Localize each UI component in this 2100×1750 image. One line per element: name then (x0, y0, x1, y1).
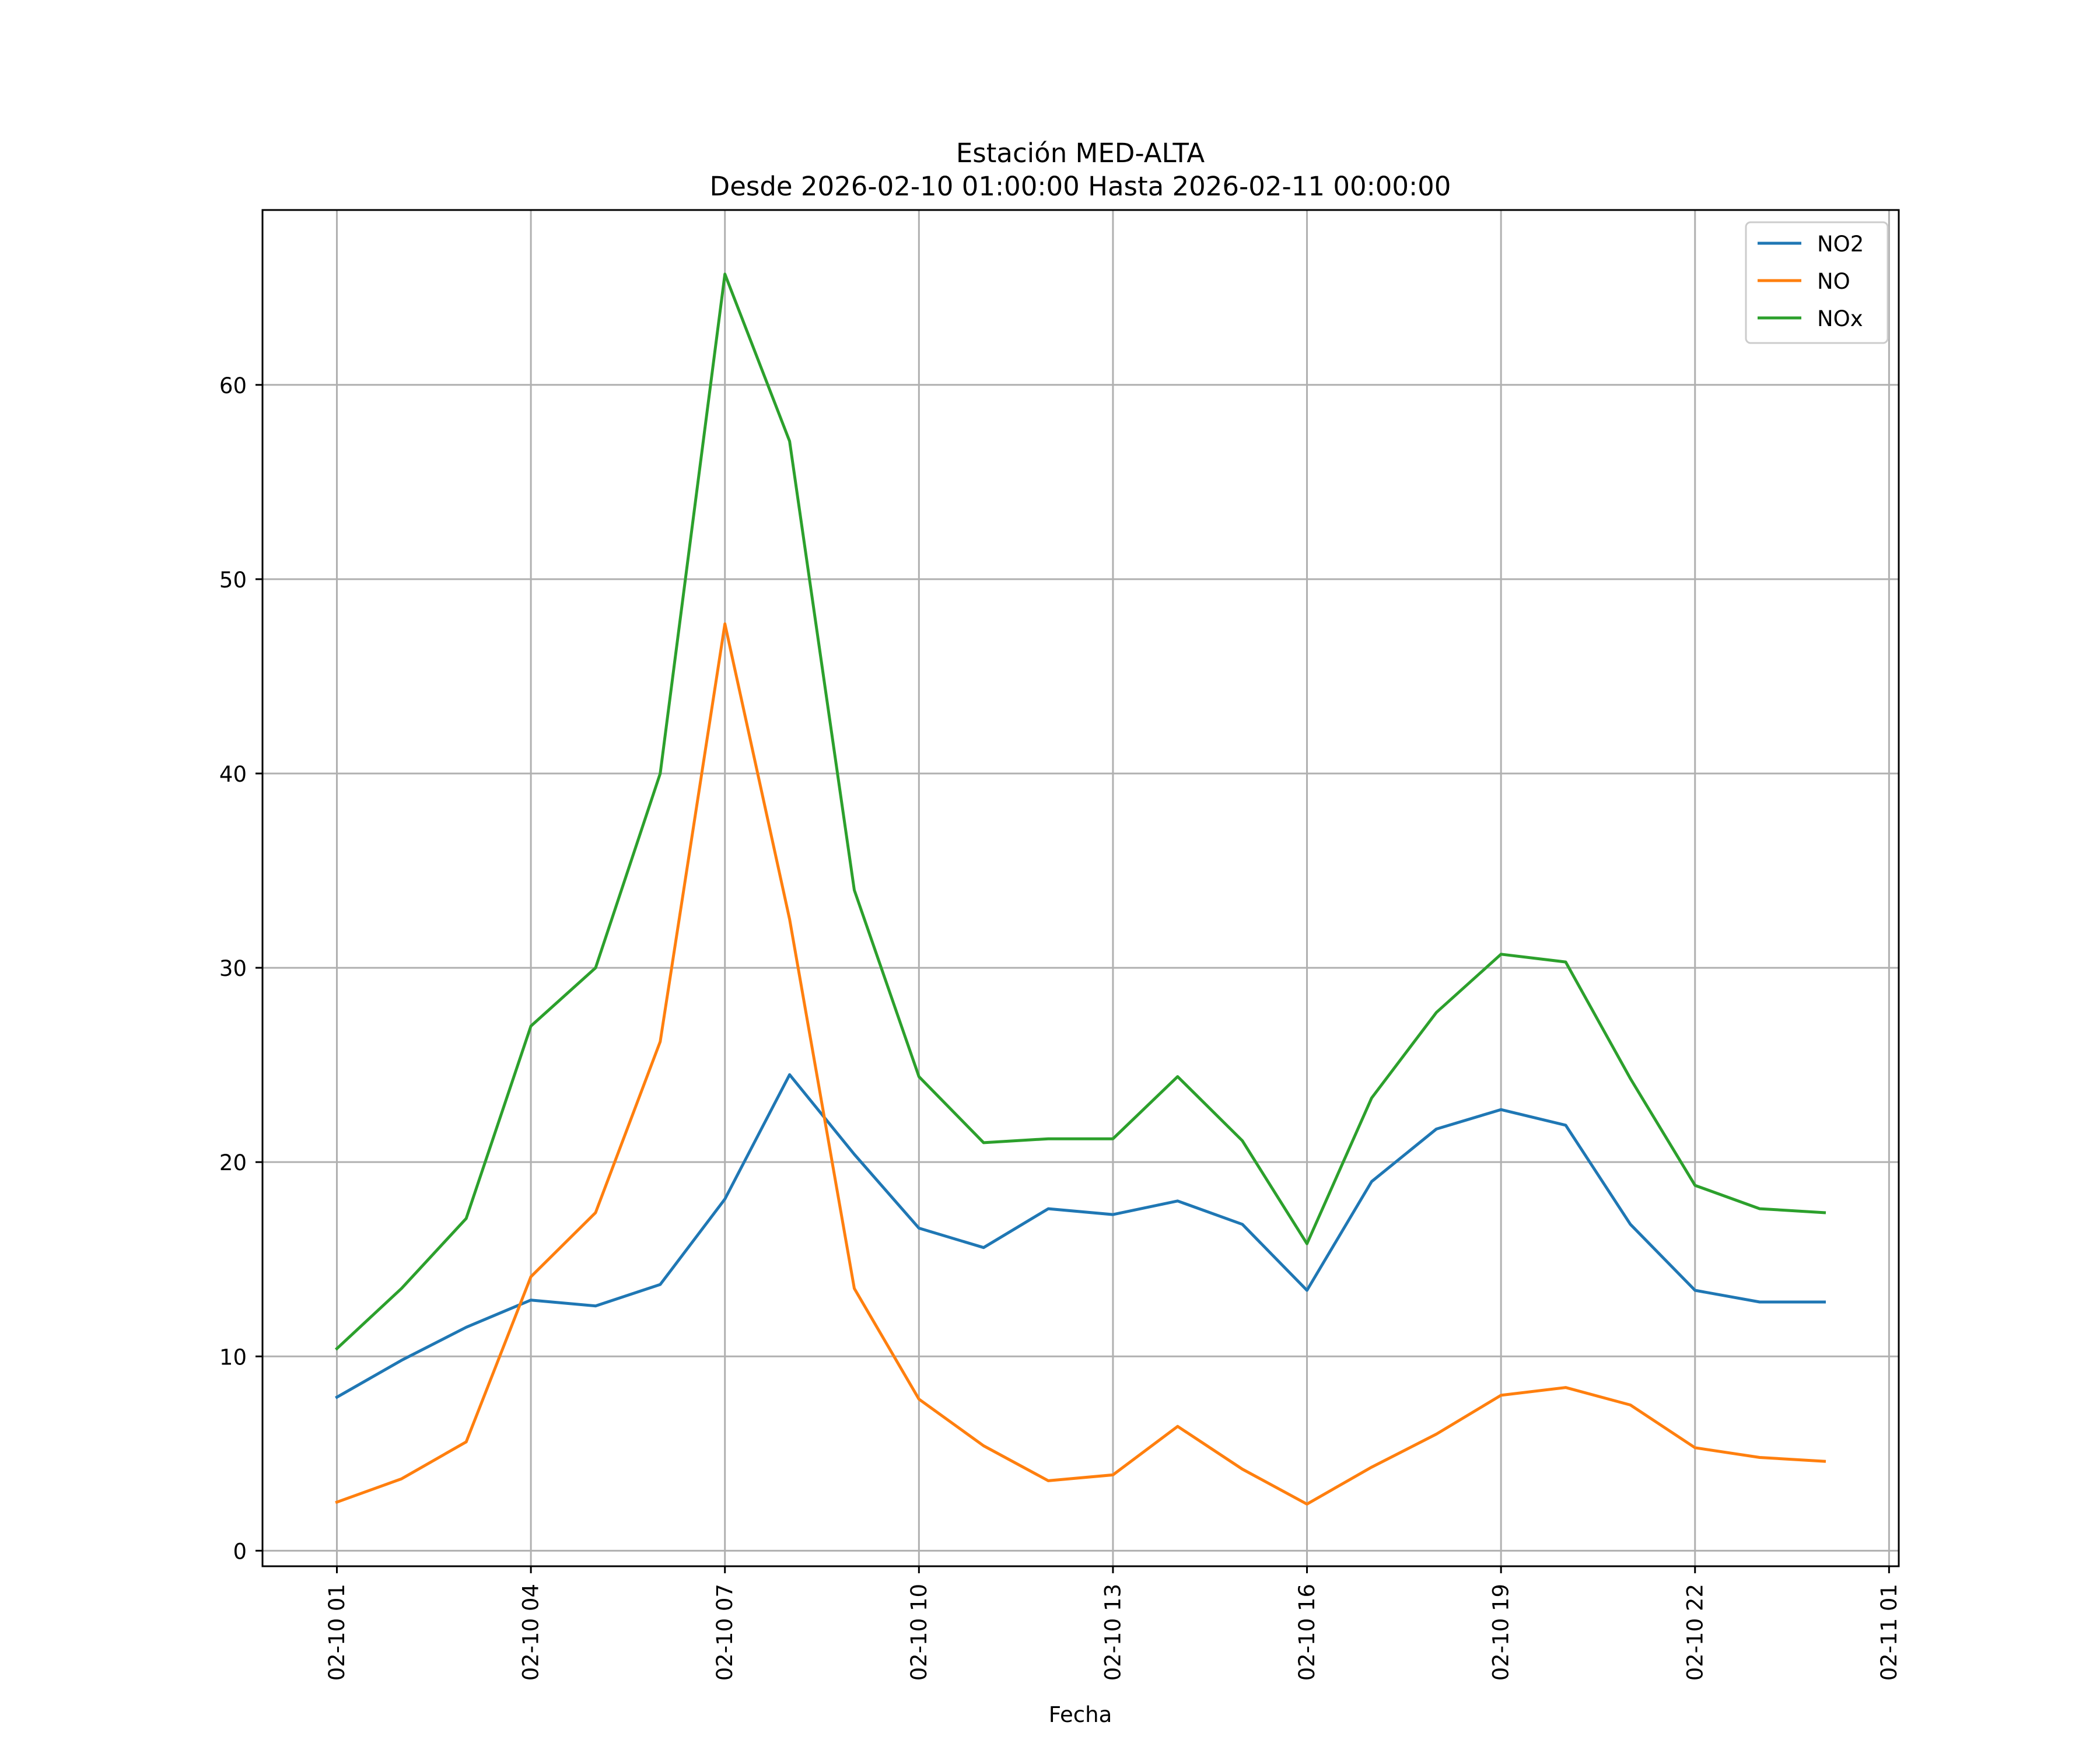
x-tick-label: 02-10 13 (1100, 1584, 1125, 1681)
x-axis: 02-10 01 02-10 04 02-10 07 02-10 10 02-10 13… (324, 1566, 1902, 1681)
x-tick-label: 02-10 16 (1294, 1584, 1320, 1681)
series-line-no2 (335, 1073, 1826, 1399)
y-tick-label: 20 (219, 1150, 247, 1175)
x-tick-label: 02-10 07 (712, 1584, 737, 1681)
chart-title: Estación MED-ALTA (956, 138, 1205, 169)
y-tick-label: 60 (219, 373, 247, 398)
legend-label-no2: NO2 (1817, 232, 1864, 257)
grid (262, 210, 1899, 1566)
x-tick-label: 02-10 10 (907, 1584, 932, 1681)
y-tick-label: 0 (233, 1539, 247, 1564)
y-axis: 0 10 20 30 40 50 60 (219, 373, 262, 1564)
x-axis-label: Fecha (1049, 1702, 1112, 1727)
x-tick-label: 02-10 22 (1682, 1584, 1707, 1681)
x-tick-label: 02-10 01 (324, 1584, 349, 1681)
legend-box (1745, 221, 1889, 344)
x-tick-label: 02-10 19 (1489, 1584, 1514, 1681)
legend: NO2 NO NOx (1745, 221, 1889, 344)
legend-label-nox: NOx (1817, 306, 1863, 331)
series-layer (334, 272, 1826, 1506)
y-tick-label: 10 (219, 1345, 247, 1370)
chart-subtitle: Desde 2026-02-10 01:00:00 Hasta 2026-02-… (710, 171, 1451, 202)
x-tick-label: 02-11 01 (1877, 1584, 1902, 1681)
x-tick-label: 02-10 04 (519, 1584, 544, 1681)
y-tick-label: 50 (219, 568, 247, 593)
plot-frame (261, 209, 1900, 1567)
legend-label-no: NO (1817, 269, 1850, 294)
series-line-no (335, 622, 1826, 1506)
series-line-nox (334, 272, 1826, 1351)
y-tick-label: 30 (219, 956, 247, 981)
y-tick-label: 40 (219, 762, 247, 787)
